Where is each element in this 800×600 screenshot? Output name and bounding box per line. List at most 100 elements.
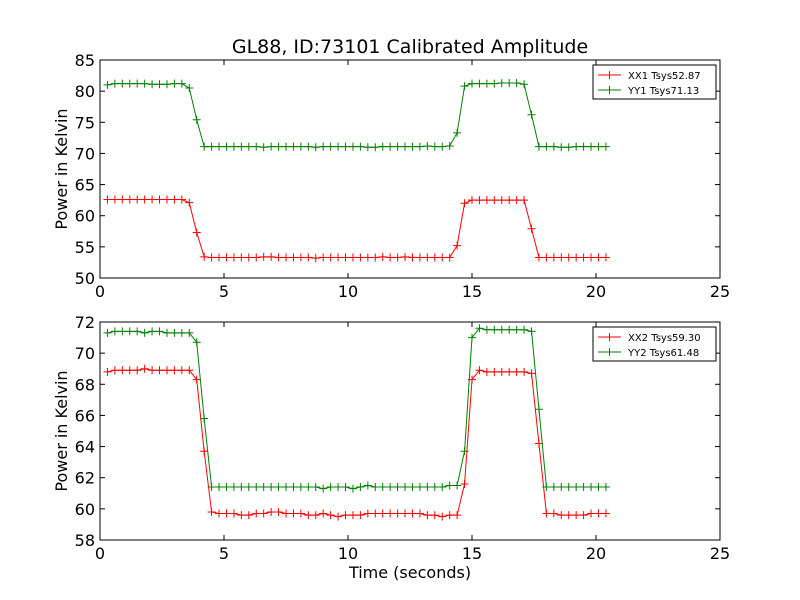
top-data-point [386, 142, 395, 151]
bottom-data-point [378, 509, 387, 518]
top-x-tick-label: 0 [95, 282, 105, 301]
bottom-data-point [118, 327, 127, 336]
bottom-data-point [453, 481, 462, 490]
top-data-point [557, 143, 566, 152]
top-data-point [259, 143, 268, 152]
bottom-data-point [155, 366, 164, 375]
bottom-data-point [103, 328, 112, 337]
top-data-point [490, 79, 499, 88]
top-data-point [445, 253, 454, 262]
top-data-point [393, 142, 402, 151]
top-data-point [415, 142, 424, 151]
top-legend-marker [605, 86, 614, 94]
bottom-data-point [363, 481, 372, 490]
top-data-point [356, 142, 365, 151]
top-data-point [386, 253, 395, 262]
top-data-point [311, 254, 320, 263]
bottom-data-point [594, 509, 603, 518]
top-data-point [579, 253, 588, 262]
top-data-point [215, 253, 224, 262]
top-data-point [177, 79, 186, 88]
top-data-point [378, 142, 387, 151]
bottom-y-tick-label: 66 [75, 406, 95, 425]
bottom-data-point [423, 483, 432, 492]
top-x-tick-label: 20 [586, 282, 606, 301]
bottom-x-tick-label: 10 [338, 544, 358, 563]
bottom-data-point [229, 509, 238, 518]
top-data-point [356, 253, 365, 262]
bottom-data-point [133, 366, 142, 375]
bottom-legend-box [592, 326, 717, 362]
top-data-point [162, 195, 171, 204]
bottom-data-point [170, 328, 179, 337]
top-data-point [170, 195, 179, 204]
top-x-tick-label: 10 [338, 282, 358, 301]
top-data-point [363, 253, 372, 262]
bottom-y-axis-label: Power in Kelvin [52, 370, 71, 491]
top-data-point [282, 142, 290, 151]
bottom-data-point [222, 483, 231, 492]
bottom-data-point [185, 328, 194, 337]
bottom-data-point [304, 483, 313, 492]
top-legend-label: XX1 Tsys52.87 [628, 71, 701, 82]
bottom-data-point [252, 509, 261, 518]
bottom-data-point [252, 483, 261, 492]
bottom-data-point [505, 325, 514, 334]
top-data-point [289, 142, 298, 151]
bottom-data-point [453, 511, 462, 520]
bottom-data-point [415, 509, 424, 518]
top-data-point [527, 110, 536, 119]
top-data-point [341, 253, 350, 262]
top-data-point [252, 142, 261, 151]
bottom-data-point [110, 366, 119, 375]
top-legend: XX1 Tsys52.87 YY1 Tsys71.13 [592, 64, 717, 100]
top-data-point [177, 195, 186, 204]
top-data-point [110, 195, 119, 204]
top-data-point [319, 142, 328, 151]
top-data-point [534, 253, 543, 262]
bottom-data-point [557, 511, 566, 520]
bottom-legend-marker [605, 348, 614, 356]
bottom-data-point [177, 328, 186, 337]
top-data-point [222, 253, 231, 262]
bottom-y-tick-label: 60 [75, 500, 95, 519]
bottom-data-point [572, 511, 581, 520]
top-data-point [133, 79, 142, 88]
bottom-data-point [296, 483, 305, 492]
bottom-data-point [601, 509, 610, 518]
bottom-data-point [512, 325, 521, 334]
bottom-y-tick-label: 62 [75, 469, 95, 488]
top-data-point [482, 79, 491, 88]
top-data-point [453, 241, 462, 250]
top-series-1 [103, 195, 610, 263]
bottom-data-point [594, 483, 603, 492]
top-data-point [408, 253, 417, 262]
bottom-data-point [244, 511, 253, 520]
top-data-point [430, 253, 439, 262]
bottom-data-point [497, 367, 506, 376]
top-data-point [192, 115, 201, 124]
bottom-data-point [237, 483, 246, 492]
top-y-tick-label: 50 [75, 269, 95, 288]
top-data-point [148, 195, 157, 204]
bottom-data-point [527, 369, 536, 378]
top-data-point [468, 79, 476, 88]
top-data-point [267, 252, 276, 261]
top-data-point [445, 141, 454, 150]
bottom-data-point [408, 509, 417, 518]
bottom-legend-marker [605, 333, 614, 341]
bottom-data-point [579, 511, 588, 520]
bottom-data-point [162, 328, 171, 337]
bottom-data-point [564, 483, 573, 492]
top-data-point [282, 253, 290, 262]
bottom-data-point [438, 512, 447, 521]
top-data-point [319, 253, 328, 262]
top-data-point [274, 253, 283, 262]
top-data-point [125, 79, 134, 88]
top-data-point [326, 253, 335, 262]
bottom-plot-panel: 0 5 10 15 20 25 58 60 62 64 66 68 70 72 Power in Kelvi… [52, 313, 730, 563]
top-data-point [170, 79, 179, 88]
bottom-data-point [140, 364, 149, 373]
top-x-tick-label: 15 [462, 282, 482, 301]
